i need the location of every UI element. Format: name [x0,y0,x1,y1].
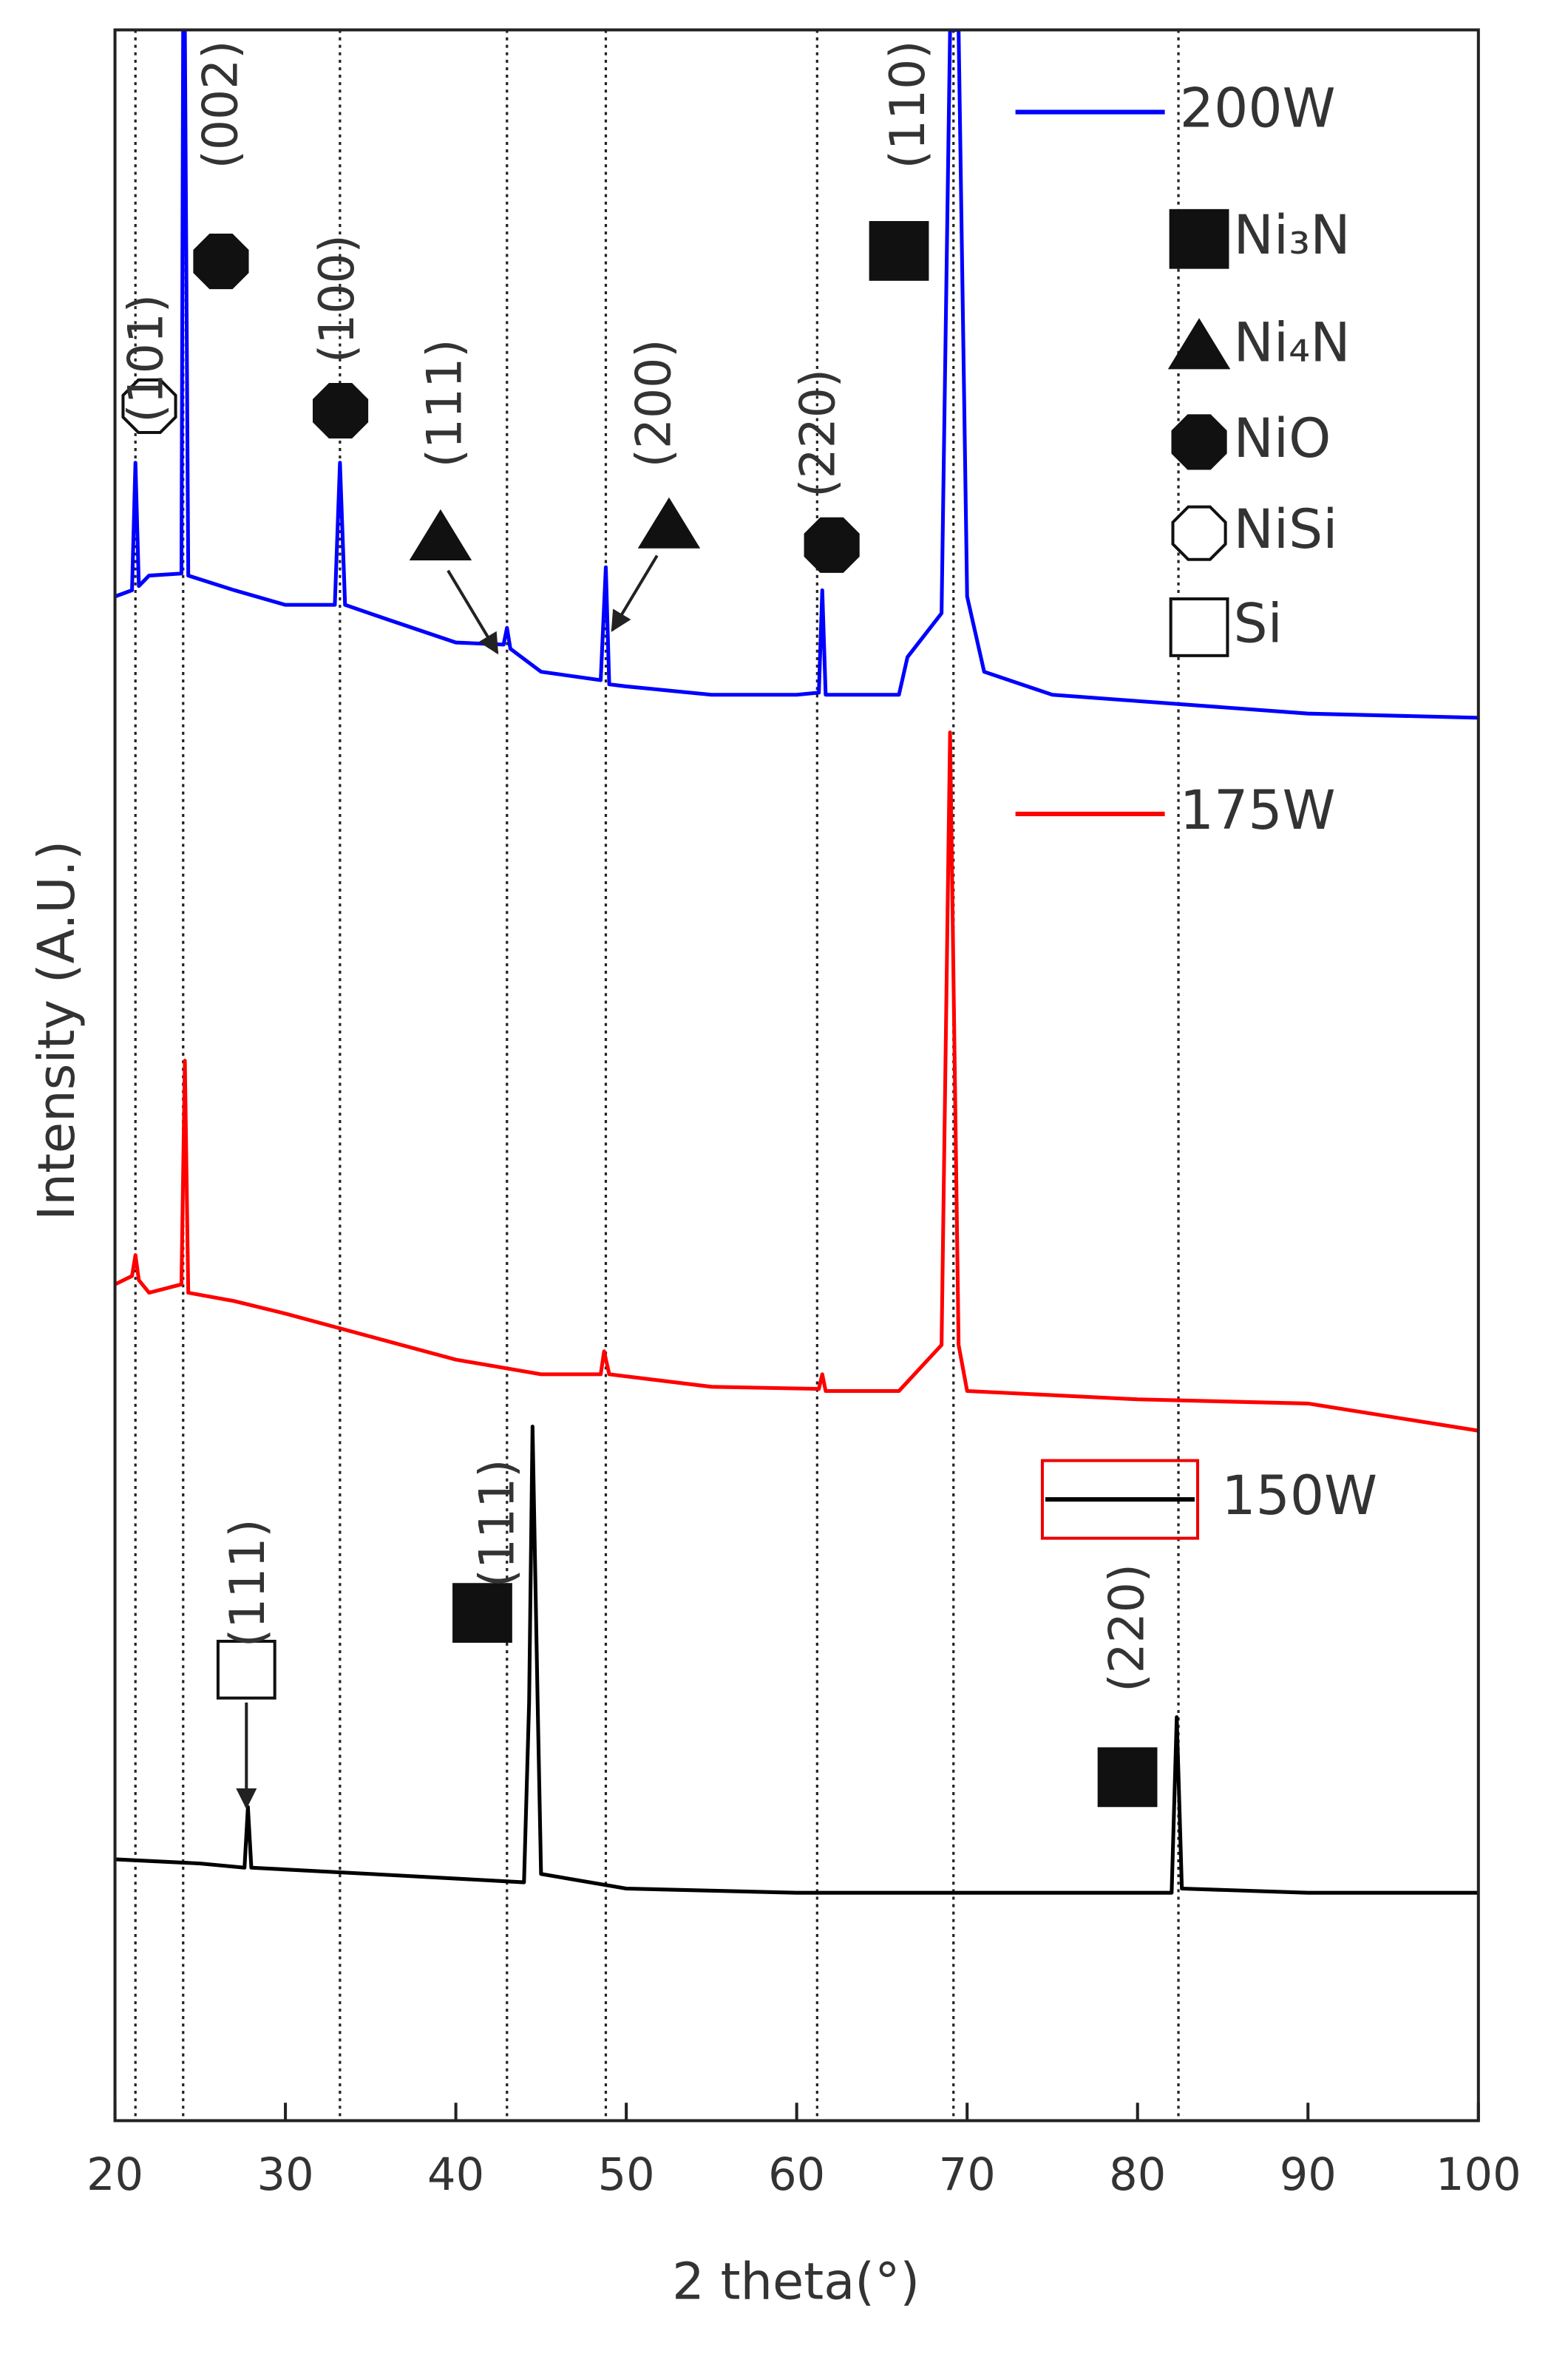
legend-box [1040,1459,1200,1540]
phase-label: NiO [1234,407,1331,470]
arrow [611,554,659,632]
x-tick-label: 60 [768,2149,825,2201]
peak-label: (002) [194,41,249,169]
arrow [447,569,499,655]
peak-label: (111) [469,1459,525,1588]
symbol-octagon [121,378,177,435]
legend-label: 150W [1221,1465,1377,1527]
peak-label: (110) [880,41,936,169]
symbol-square [1097,1747,1158,1808]
x-tick-label: 90 [1280,2149,1337,2201]
peak-label: (200) [626,339,682,468]
symbol-octagon [804,517,860,573]
series-line [115,730,1479,1433]
symbol-triangle [1167,318,1231,370]
phase-label: NiSi [1234,498,1338,561]
x-tick-label: 30 [257,2149,314,2201]
peak-label: (100) [310,234,365,363]
symbol-octagon [193,233,249,290]
peak-label: (111) [418,339,473,468]
symbol-square [1169,208,1229,269]
x-tick-label: 20 [86,2149,143,2201]
x-tick-label: 50 [598,2149,655,2201]
phase-label: Ni₃N [1234,204,1351,267]
phase-label: Si [1234,592,1283,655]
phase-label: Ni₄N [1234,312,1351,375]
symbol-octagon [312,382,369,439]
series-line [115,30,1479,720]
peak-label: (220) [1100,1564,1155,1692]
x-tick-label: 40 [427,2149,484,2201]
symbol-octagon [1171,414,1227,470]
symbol-triangle [637,497,701,549]
x-tick-label: 100 [1436,2149,1521,2201]
symbol-square [869,221,929,281]
symbol-octagon [1171,505,1227,561]
legend-label: 175W [1180,779,1336,842]
symbol-square [1169,597,1229,657]
peak-label: (111) [220,1519,276,1647]
symbol-triangle [409,509,472,560]
x-tick-label: 80 [1109,2149,1166,2201]
legend-label: 200W [1180,78,1336,140]
symbol-square [216,1640,276,1700]
x-tick-label: 70 [939,2149,996,2201]
symbol-square [452,1583,512,1643]
peak-label: (101) [119,294,174,423]
y-axis-label: Intensity (A.U.) [27,841,86,1221]
x-axis-label: 2 theta(°) [672,2253,920,2312]
peak-label: (220) [791,369,846,498]
